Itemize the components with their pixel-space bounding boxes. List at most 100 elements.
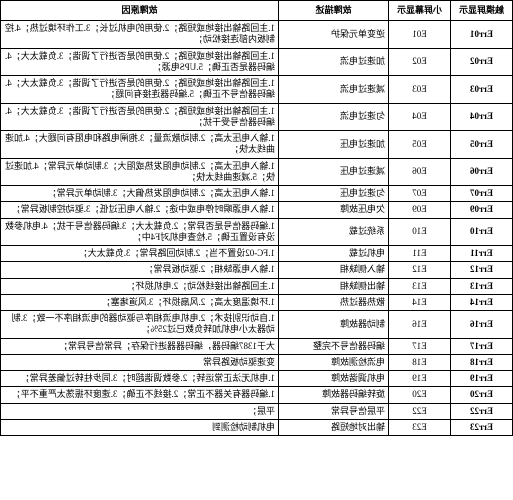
cell-touch-display: Err20 [451,387,513,403]
cell-fault-desc: 旋转编码器故障 [279,387,389,403]
cell-touch-display: Err03 [451,76,513,104]
table-row: Err03E03减速过电流1.主回路输出接地或短路；2.使用的是否进行了调谐；3… [1,76,513,104]
cell-touch-display: Err23 [451,419,513,435]
cell-small-display: E19 [389,371,451,387]
table-row: Err18E18电流检测故障变速驱动板路异常 [1,354,513,370]
table-row: Err16E16制动器故障1.自动识别技术；2.电机电流相序与驱动器的电流相序不… [1,311,513,339]
cell-fault-desc: 输出侧缺相 [279,278,389,294]
table-row: Err14E14散热器过热1.环境温度太高；2.风扇损坏；3.风道堵塞； [1,294,513,310]
cell-small-display: E01 [389,21,451,49]
cell-small-display: E02 [389,48,451,76]
cell-fault-reason: 变速驱动板路异常 [1,354,279,370]
header-small-screen: 小屏幕显示 [389,1,451,21]
table-row: Err11E11电机过载1.FC-02设置不当；2.制动回路异常；3.负载太大； [1,246,513,262]
table-row: Err17E17编码器信号不完整大于1387编码器，编码器器进行保存；异常信号异… [1,338,513,354]
cell-fault-desc: 散热器过热 [279,294,389,310]
cell-fault-reason: 1.输入电源瞬时停电或中途；2.输入电压过低；3.驱动控制板异常； [1,202,279,218]
table-row: Err12E12输入侧缺相1.输入电源缺相；2.驱动板异常； [1,262,513,278]
cell-touch-display: Err17 [451,338,513,354]
cell-touch-display: Err07 [451,186,513,202]
cell-small-display: E03 [389,76,451,104]
cell-touch-display: Err22 [451,403,513,419]
cell-small-display: E17 [389,338,451,354]
cell-fault-reason: 1.电机无法正常运转；2.参数调谐超时；3.同步柱转过偏差异常； [1,371,279,387]
cell-fault-reason: 1.主回路输出接地或短路；2.使用的是否进行了调谐；3.负载太大；4.编码器是否… [1,48,279,76]
cell-small-display: E05 [389,131,451,159]
header-fault-desc: 故障描述 [279,1,389,21]
cell-small-display: E11 [389,246,451,262]
table-row: Err19E19电机调谐故障1.电机无法正常运转；2.参数调谐超时；3.同步柱转… [1,371,513,387]
table-row: Err09E09欠电压故障1.输入电源瞬时停电或中途；2.输入电压过低；3.驱动… [1,202,513,218]
cell-fault-desc: 匀速过电流 [279,103,389,131]
cell-touch-display: Err10 [451,218,513,246]
cell-fault-desc: 减速过电流 [279,76,389,104]
cell-touch-display: Err01 [451,21,513,49]
cell-fault-desc: 电流检测故障 [279,354,389,370]
cell-small-display: E12 [389,262,451,278]
table-header-row: 触摸屏显示 小屏幕显示 故障描述 故障原因 [1,1,513,21]
cell-fault-reason: 1.主回路输出接地或短路；2.使用的是否进行了调谐；3.负载太大；4.编码器信号… [1,103,279,131]
cell-touch-display: Err12 [451,262,513,278]
cell-fault-reason: 1.主回路输出接线松动；2.电机损坏； [1,278,279,294]
cell-touch-display: Err18 [451,354,513,370]
cell-fault-reason: 1.编码器有关器不正常；2.接线不正确；3.速度环振荡太严重不平； [1,387,279,403]
cell-small-display: E14 [389,294,451,310]
cell-fault-desc: 匀速过电压 [279,186,389,202]
cell-fault-reason: 1.FC-02设置不当；2.制动回路异常；3.负载太大； [1,246,279,262]
cell-small-display: E10 [389,218,451,246]
cell-fault-reason: 平层； [1,403,279,419]
table-row: Err22E22平层信号异常平层； [1,403,513,419]
cell-small-display: E07 [389,186,451,202]
cell-fault-desc: 电机调谐故障 [279,371,389,387]
cell-fault-desc: 平层信号异常 [279,403,389,419]
cell-small-display: E04 [389,103,451,131]
cell-small-display: E16 [389,311,451,339]
cell-fault-reason: 1.输入电压太高；2.制动散流量；3.抱闸电路和电阻有问题大；4.加速曲线太快； [1,131,279,159]
cell-small-display: E18 [389,354,451,370]
table-row: Err01E01逆变单元保护1.主回路输出接地或短路；2.使用的电机过长；3.工… [1,21,513,49]
cell-touch-display: Err14 [451,294,513,310]
cell-touch-display: Err16 [451,311,513,339]
cell-fault-desc: 加速过电流 [279,48,389,76]
cell-fault-reason: 1.输入电源缺相；2.驱动板异常； [1,262,279,278]
table-row: Err13E13输出侧缺相1.主回路输出接线松动；2.电机损坏； [1,278,513,294]
cell-fault-desc: 编码器信号不完整 [279,338,389,354]
cell-fault-desc: 系统过载 [279,218,389,246]
cell-small-display: E13 [389,278,451,294]
cell-fault-desc: 欠电压故障 [279,202,389,218]
cell-touch-display: Err04 [451,103,513,131]
cell-fault-desc: 输入侧缺相 [279,262,389,278]
table-row: Err07E07匀速过电压1.输入电压太高；2.制动电阻发热偏大；3.制动单元异… [1,186,513,202]
cell-fault-desc: 减速过电压 [279,158,389,186]
cell-small-display: E23 [389,419,451,435]
cell-fault-reason: 1.输入电压太高；2.制动电阻发热偏大；3.制动单元异常； [1,186,279,202]
cell-touch-display: Err11 [451,246,513,262]
table-row: Err06E06减速过电压1.输入电压太高；2.制动电阻发热或阻大；3.制动单元… [1,158,513,186]
cell-small-display: E20 [389,387,451,403]
table-row: Err02E02加速过电流1.主回路输出接地或短路；2.使用的是否进行了调谐；3… [1,48,513,76]
cell-fault-desc: 输出对地短路 [279,419,389,435]
cell-touch-display: Err05 [451,131,513,159]
table-row: Err23E23输出对地短路电机制动检测到 [1,419,513,435]
cell-fault-reason: 大于1387编码器，编码器器进行保存；异常信号异常； [1,338,279,354]
cell-fault-reason: 1.环境温度太高；2.风扇损坏；3.风道堵塞； [1,294,279,310]
cell-fault-reason: 1.主回路输出接地或短路；2.使用的是否进行了调谐；3.负载太大；4.编码器信号… [1,76,279,104]
cell-small-display: E22 [389,403,451,419]
cell-touch-display: Err09 [451,202,513,218]
cell-touch-display: Err13 [451,278,513,294]
cell-fault-reason: 电机制动检测到 [1,419,279,435]
cell-fault-desc: 逆变单元保护 [279,21,389,49]
cell-fault-desc: 制动器故障 [279,311,389,339]
header-display: 触摸屏显示 [451,1,513,21]
header-fault-reason: 故障原因 [1,1,279,21]
cell-touch-display: Err19 [451,371,513,387]
fault-code-table: 触摸屏显示 小屏幕显示 故障描述 故障原因 Err01E01逆变单元保护1.主回… [0,0,513,436]
cell-touch-display: Err02 [451,48,513,76]
cell-fault-reason: 1.编码器信号是否异常；2.负载太大；3.编码器信号干扰；4.电机参数没有设置正… [1,218,279,246]
table-row: Err10E10系统过载1.编码器信号是否异常；2.负载太大；3.编码器信号干扰… [1,218,513,246]
cell-fault-reason: 1.主回路输出接地或短路；2.使用的电机过长；3.工作环境过热；4.控制板内部连… [1,21,279,49]
cell-touch-display: Err06 [451,158,513,186]
cell-small-display: E09 [389,202,451,218]
table-row: Err05E05加速过电压1.输入电压太高；2.制动散流量；3.抱闸电路和电阻有… [1,131,513,159]
cell-fault-reason: 1.输入电压太高；2.制动电阻发热或阻大；3.制动单元异常；4.加速过快；5.减… [1,158,279,186]
